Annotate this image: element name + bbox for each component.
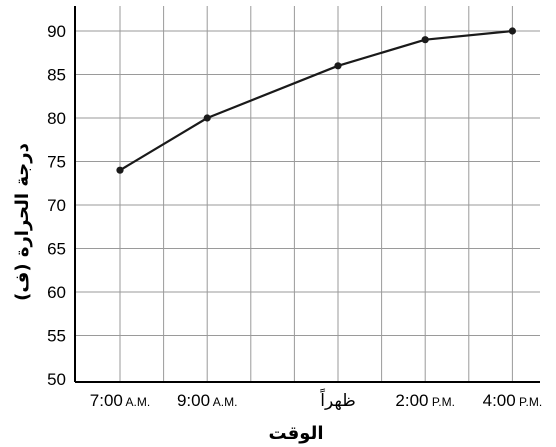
series-line: [119, 29, 513, 172]
axes: [74, 6, 540, 383]
y-tick-label: 65: [47, 240, 66, 259]
x-tick-label: 9:00 A.M.: [177, 391, 237, 410]
y-tick-label: 85: [47, 66, 66, 85]
y-tick-label: 90: [47, 22, 66, 41]
y-tick-label: 80: [47, 109, 66, 128]
y-axis-title: درجة الحرارة (ف): [12, 143, 33, 301]
series-group: [116, 27, 516, 174]
x-tick-label: 2:00 P.M.: [395, 391, 455, 410]
y-tick-label: 70: [47, 196, 66, 215]
y-tick-label: 50: [47, 370, 66, 389]
data-point: [203, 114, 211, 122]
data-point: [508, 27, 516, 35]
x-axis-title: الوقت: [268, 423, 323, 444]
x-tick-label: ظهراً: [319, 387, 355, 411]
x-tick-label: 7:00 A.M.: [90, 391, 150, 410]
y-tick-labels: 50 55 60 65 70 75 80 85 90: [47, 22, 66, 389]
data-point: [421, 36, 429, 44]
y-tick-label: 55: [47, 327, 66, 346]
grid-lines: [75, 6, 540, 382]
x-tick-label: 4:00 P.M.: [483, 391, 543, 410]
x-tick-labels: 7:00 A.M. 9:00 A.M. ظهراً 2:00 P.M. 4:00 P.M…: [90, 387, 542, 411]
y-tick-label: 75: [47, 153, 66, 172]
y-tick-label: 60: [47, 283, 66, 302]
data-point: [334, 62, 342, 70]
data-point: [116, 166, 124, 174]
